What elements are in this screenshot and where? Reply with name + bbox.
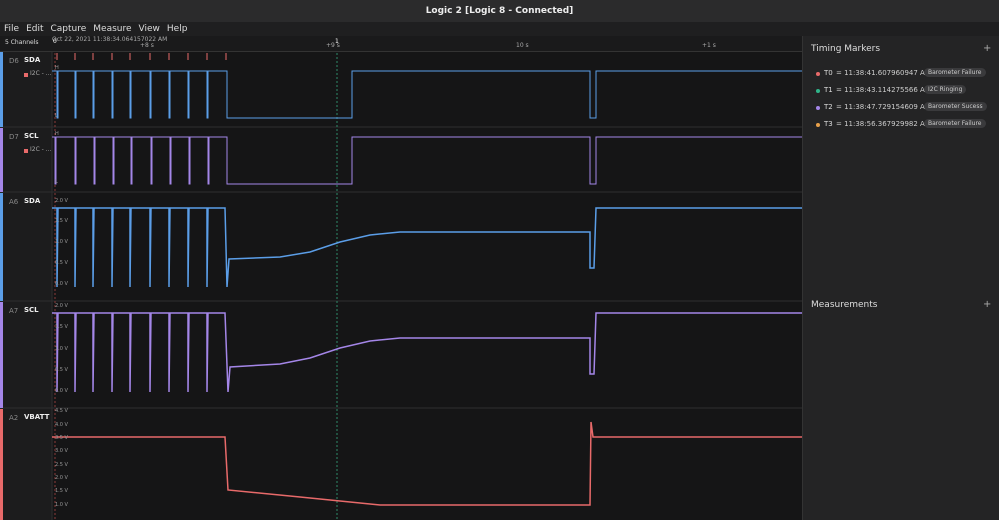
marker-dot (816, 106, 820, 110)
marker-dot (816, 123, 820, 127)
analyzer-label: I2C - ... (30, 70, 52, 77)
scale-label: 2.0 V (55, 198, 68, 204)
timing-markers-title: Timing Markers (811, 44, 881, 54)
scale-label: L (55, 113, 58, 119)
scale-label: 0.0 V (55, 281, 68, 287)
analyzer-swatch (24, 73, 28, 77)
marker-dot (816, 89, 820, 93)
marker-label[interactable]: Barometer Failure (924, 119, 986, 128)
menu-item[interactable]: Help (166, 24, 188, 34)
marker-id: T2 (824, 103, 833, 111)
scale-label: 4.0 V (55, 422, 68, 428)
menu-item[interactable]: View (138, 24, 160, 34)
marker-label[interactable]: Barometer Failure (924, 68, 986, 77)
scale-label: 1.0 V (55, 239, 68, 245)
scale-label: 2.0 V (55, 303, 68, 309)
scale-label: H (55, 131, 59, 137)
channel-name: VBATT (24, 413, 50, 421)
add-measurement[interactable]: + (983, 299, 992, 310)
timestamp: Oct 22, 2021 11:38:34.064157022 AM (52, 36, 168, 43)
scale-label: 3.5 V (55, 435, 68, 441)
scale-label: 1.0 V (55, 502, 68, 508)
channels-count[interactable]: 5 Channels (5, 39, 39, 46)
scale-label: 1.0 V (55, 346, 68, 352)
time-label: +8 s (140, 42, 154, 49)
time-ruler: 5 Channels Oct 22, 2021 11:38:34.0641570… (0, 36, 802, 52)
marker-label[interactable]: Barometer Sucess (924, 102, 987, 111)
marker-dot (816, 72, 820, 76)
menu-item[interactable]: Capture (50, 24, 87, 34)
marker-time: = 11:38:41.607960947 AM (836, 69, 931, 77)
scale-label: 2.0 V (55, 475, 68, 481)
time-label: +1 s (702, 42, 716, 49)
scale-label: 0.0 V (55, 388, 68, 394)
channel-name: SCL (24, 132, 39, 140)
marker-flag: 1 (335, 38, 339, 45)
menu-item[interactable]: Measure (93, 24, 132, 34)
add-marker[interactable]: + (983, 43, 992, 54)
scale-label: 0.5 V (55, 260, 68, 266)
scale-label: 4.5 V (55, 408, 68, 414)
marker-time: = 11:38:56.367929982 AM (836, 120, 931, 128)
channel-name: SCL (24, 306, 39, 314)
scale-label: H (55, 65, 59, 71)
scale-label: 2.5 V (55, 462, 68, 468)
time-label: 10 s (516, 42, 529, 49)
side-panel: Timing Markers + Measurements + T0 = 11:3… (802, 36, 999, 520)
channel-id: A7 (9, 307, 19, 315)
channel-id: A6 (9, 198, 19, 206)
menu-item[interactable]: File (4, 24, 20, 34)
menu-item[interactable]: Edit (26, 24, 44, 34)
marker-flag: 0 (53, 38, 57, 45)
scale-label: 1.5 V (55, 488, 68, 494)
title-bar: Logic 2 [Logic 8 - Connected] (0, 0, 999, 22)
marker-time: = 11:38:43.114275566 AM (836, 86, 931, 94)
scale-label: L (55, 179, 58, 185)
marker-id: T3 (824, 120, 833, 128)
time-label: +9 s (326, 42, 340, 49)
measurements-title: Measurements (811, 300, 878, 310)
marker-id: T0 (824, 69, 833, 77)
analyzer-label: I2C - ... (30, 146, 52, 153)
analyzer-swatch (24, 149, 28, 153)
menu-bar: File Edit Capture Measure View Help (0, 22, 999, 36)
scale-label: 1.5 V (55, 324, 68, 330)
marker-label[interactable]: I2C Ringing (924, 85, 967, 94)
scale-label: 0.5 V (55, 367, 68, 373)
channel-id: D6 (9, 57, 19, 65)
marker-id: T1 (824, 86, 833, 94)
scale-label: 1.5 V (55, 218, 68, 224)
channel-name: SDA (24, 56, 41, 64)
channel-id: D7 (9, 133, 19, 141)
scale-label: 3.0 V (55, 448, 68, 454)
channel-name: SDA (24, 197, 41, 205)
marker-time: = 11:38:47.729154609 AM (836, 103, 931, 111)
channel-id: A2 (9, 414, 19, 422)
